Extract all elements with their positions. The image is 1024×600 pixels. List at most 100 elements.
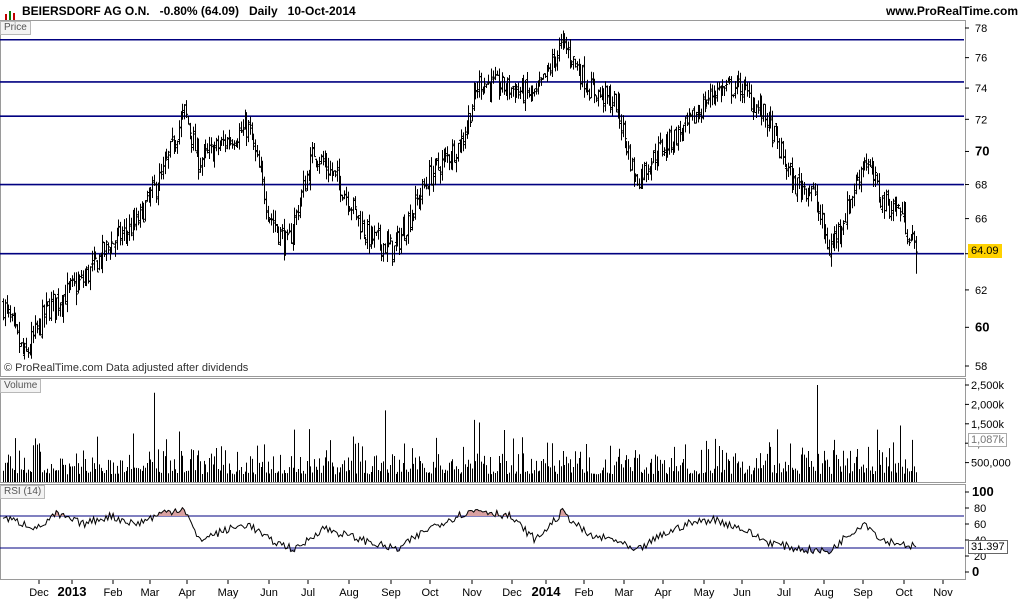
price-bar <box>609 84 612 114</box>
price-bar <box>151 176 154 198</box>
price-bar <box>142 202 145 223</box>
price-bar <box>606 85 609 105</box>
price-bar <box>393 245 396 263</box>
price-bar <box>293 207 296 246</box>
price-bar <box>178 120 181 145</box>
header-left: BEIERSDORF AG O.N. -0.80% (64.09) Daily … <box>4 0 356 22</box>
price-tick-label: 68 <box>975 180 987 192</box>
price-tick-label: 78 <box>975 23 987 35</box>
price-bar <box>400 227 403 255</box>
price-bar <box>817 201 820 222</box>
price-bar <box>183 104 186 120</box>
price-bar <box>663 147 666 157</box>
volume-pane-label[interactable]: Volume <box>0 379 42 393</box>
price-bar <box>906 229 909 245</box>
price-bar <box>812 182 815 190</box>
time-tick-label: Aug <box>339 587 359 599</box>
price-bar <box>174 140 177 152</box>
price-bar <box>87 264 90 284</box>
price-bar <box>856 172 859 181</box>
price-bar <box>176 140 179 154</box>
price-tick-label: 60 <box>975 319 989 334</box>
price-bar <box>846 191 849 230</box>
price-bar <box>364 236 367 246</box>
price-bar <box>380 244 383 262</box>
time-tick-label: Jul <box>777 587 791 599</box>
price-bar <box>352 197 355 215</box>
price-bar <box>570 61 573 68</box>
price-bar <box>711 84 714 106</box>
price-bar <box>350 207 353 221</box>
price-bar <box>695 111 698 124</box>
price-bar <box>652 150 655 164</box>
time-tick-label: Mar <box>615 587 634 599</box>
price-bar <box>201 157 204 176</box>
price-bar <box>620 114 623 141</box>
price-bar <box>833 226 836 252</box>
price-tick-label: 76 <box>975 53 987 65</box>
price-bar <box>451 139 454 171</box>
price-bar <box>650 158 653 181</box>
price-bar <box>416 189 419 206</box>
rsi-indicator <box>0 506 964 555</box>
time-tick-label: May <box>218 587 239 599</box>
price-bar <box>9 305 12 323</box>
price-bar <box>57 288 60 316</box>
price-bar <box>295 209 298 225</box>
price-bar <box>265 191 268 220</box>
price-bar <box>705 99 708 107</box>
price-bar <box>311 142 314 164</box>
price-bar <box>64 284 67 305</box>
price-bar <box>595 95 598 103</box>
price-bar <box>117 219 120 237</box>
price-bar <box>728 75 731 85</box>
price-bar <box>844 213 847 223</box>
price-bar <box>391 240 394 266</box>
price-bar <box>494 66 497 81</box>
price-bar <box>538 71 541 87</box>
price-bar <box>760 95 763 126</box>
time-tick-label: Oct <box>895 587 912 599</box>
price-bar <box>133 207 136 231</box>
price-bar <box>414 185 417 220</box>
price-bar <box>144 200 147 222</box>
price-bar <box>707 89 710 105</box>
price-bar <box>339 175 342 203</box>
price-bar <box>913 230 916 249</box>
price-bar <box>4 299 7 327</box>
price-bar <box>419 187 422 211</box>
price-bar <box>16 324 19 335</box>
time-tick-label: Nov <box>933 587 953 599</box>
price-tick-label: 70 <box>975 143 989 158</box>
price-bar <box>82 270 85 288</box>
price-bar <box>286 229 289 241</box>
price-bar <box>439 166 442 184</box>
price-bar <box>189 122 192 140</box>
price-bar <box>597 89 600 107</box>
price-bar <box>89 266 92 291</box>
price-bar <box>229 137 232 146</box>
price-bar <box>611 96 614 116</box>
price-bar <box>627 141 630 160</box>
price-bar <box>540 77 543 86</box>
price-bar <box>18 321 21 353</box>
price-bar <box>341 194 344 201</box>
price-bar <box>336 160 339 182</box>
price-bar <box>297 205 300 221</box>
price-bar <box>453 140 456 163</box>
price-bar <box>130 217 133 237</box>
price-bar <box>66 272 69 313</box>
price-pane-label[interactable]: Price <box>0 21 31 35</box>
price-bar <box>355 208 358 221</box>
price-bar <box>622 115 625 138</box>
price-bar <box>828 239 831 256</box>
price-bar <box>405 235 408 246</box>
price-bar <box>554 56 557 72</box>
price-bar <box>59 302 62 317</box>
price-bar <box>236 138 239 148</box>
rsi-pane-label[interactable]: RSI (14) <box>0 485 46 499</box>
price-bar <box>501 72 504 93</box>
price-bar <box>252 133 255 151</box>
price-bar <box>309 147 312 191</box>
